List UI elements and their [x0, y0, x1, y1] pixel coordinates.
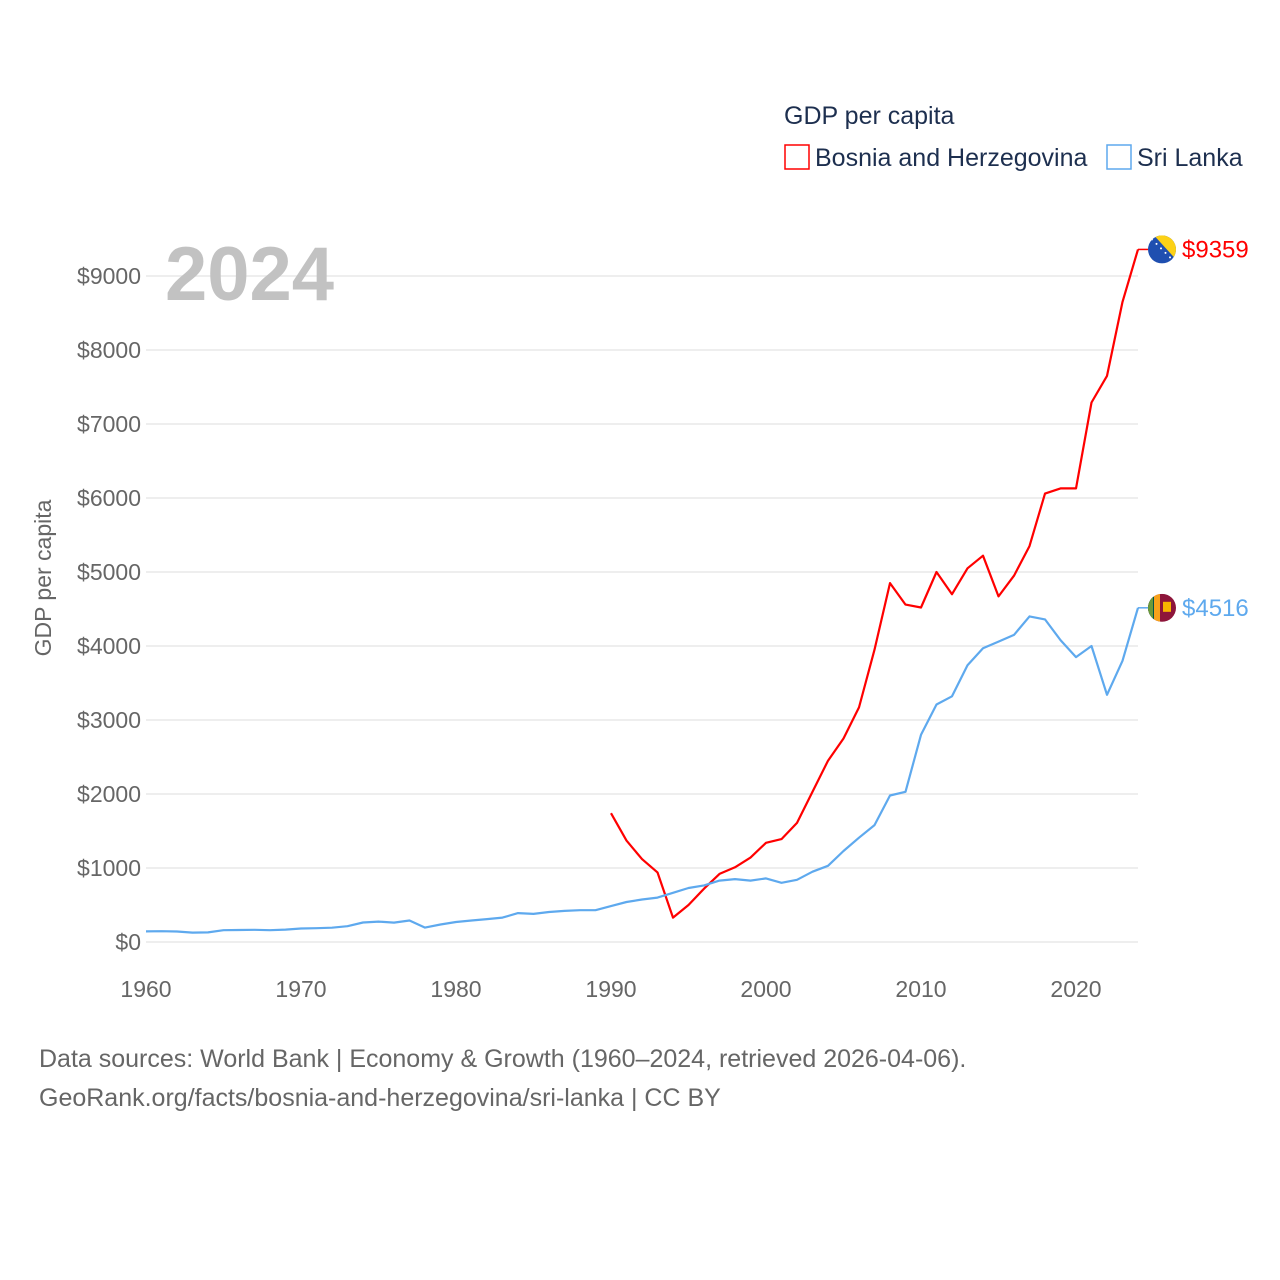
x-tick-label: 1990: [585, 976, 636, 1002]
end-value-label: $9359: [1182, 236, 1249, 263]
sri-lanka-flag-icon: [1148, 593, 1176, 622]
x-tick-label: 1970: [275, 976, 326, 1002]
source-link[interactable]: GeoRank.org/facts/bosnia-and-herzegovina…: [39, 1084, 721, 1112]
bosnia-flag-icon: [1148, 235, 1176, 264]
y-tick-label: $2000: [77, 781, 141, 807]
series-line-bosnia-and-herzegovina[interactable]: [610, 249, 1140, 919]
y-tick-label: $3000: [77, 707, 141, 733]
x-tick-label: 2010: [895, 976, 946, 1002]
x-tick-label: 2000: [740, 976, 791, 1002]
y-axis-label: GDP per capita: [30, 499, 56, 656]
y-tick-label: $9000: [77, 263, 141, 289]
x-tick-label: 2020: [1050, 976, 1101, 1002]
y-tick-label: $0: [115, 929, 141, 955]
y-tick-label: $1000: [77, 855, 141, 881]
source-text: Data sources: World Bank | Economy & Gro…: [39, 1045, 967, 1073]
series-lines: [145, 249, 1140, 934]
y-tick-label: $8000: [77, 337, 141, 363]
series-line-sri-lanka[interactable]: [145, 607, 1140, 934]
x-tick-label: 1980: [430, 976, 481, 1002]
x-axis-ticks: 1960 1970 1980 1990 2000 2010 2020: [120, 976, 1101, 1002]
y-tick-label: $5000: [77, 559, 141, 585]
y-axis-ticks: $0 $1000 $2000 $3000 $4000 $5000 $6000 $7000 $80…: [77, 263, 141, 955]
legend: GDP per capita Bosnia and Herzegovina Sr…: [784, 102, 1243, 172]
y-tick-label: $4000: [77, 633, 141, 659]
legend-swatch-bosnia[interactable]: [784, 144, 810, 170]
y-tick-label: $7000: [77, 411, 141, 437]
y-tick-label: $6000: [77, 485, 141, 511]
x-tick-label: 1960: [120, 976, 171, 1002]
legend-swatch-sri-lanka[interactable]: [1106, 144, 1132, 170]
grid-lines: [146, 275, 1138, 943]
legend-title: GDP per capita: [784, 102, 955, 130]
legend-label-bosnia[interactable]: Bosnia and Herzegovina: [815, 144, 1087, 172]
end-value-label: $4516: [1182, 595, 1249, 622]
legend-label-sri-lanka[interactable]: Sri Lanka: [1137, 144, 1243, 172]
end-labels: $9359 $4516: [1138, 235, 1249, 622]
year-watermark: 2024: [165, 232, 334, 317]
